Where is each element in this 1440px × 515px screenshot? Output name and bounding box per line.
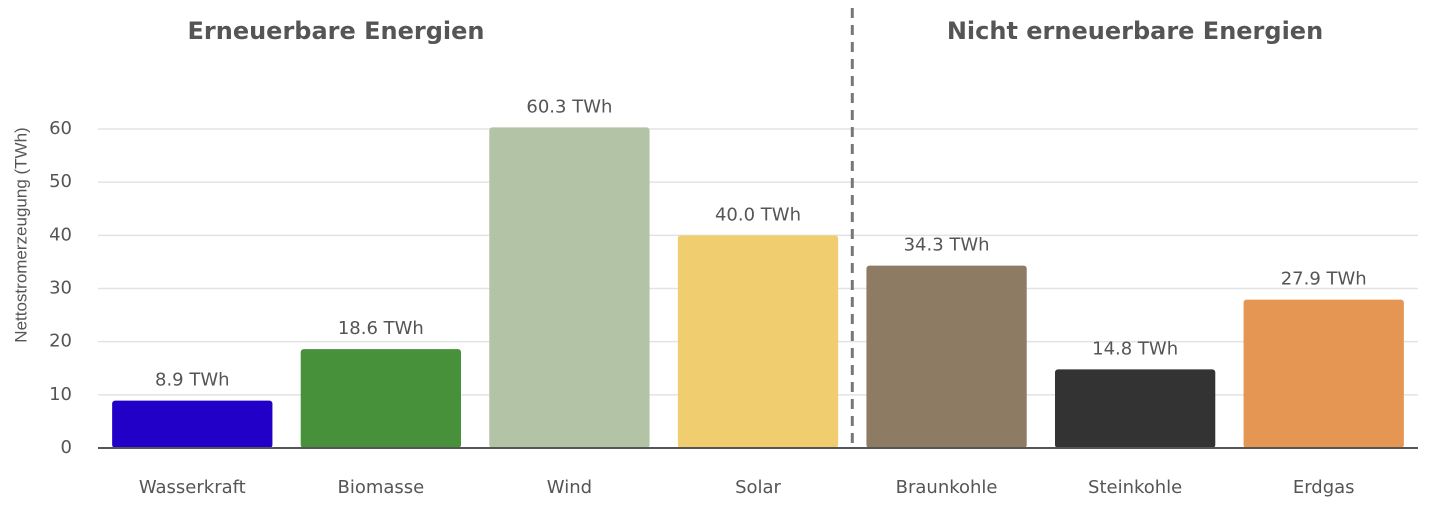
- x-tick-label: Erdgas: [1293, 477, 1355, 498]
- bar: [489, 127, 650, 448]
- bar: [1243, 299, 1404, 448]
- x-tick-label: Biomasse: [337, 477, 424, 498]
- x-tick-label: Braunkohle: [896, 477, 998, 498]
- value-label: 27.9 TWh: [1281, 269, 1367, 290]
- bar: [677, 235, 839, 448]
- bar: [112, 400, 273, 448]
- y-tick-label: 50: [49, 171, 72, 192]
- group-heading: Erneuerbare Energien: [188, 17, 485, 45]
- x-tick-label: Wind: [547, 477, 592, 498]
- value-label: 60.3 TWh: [526, 96, 612, 117]
- y-tick-label: 30: [49, 278, 72, 299]
- y-tick-label: 20: [49, 331, 72, 352]
- bar: [1055, 369, 1216, 448]
- x-tick-label: Solar: [735, 477, 781, 498]
- value-label: 14.8 TWh: [1092, 338, 1178, 359]
- x-tick-label: Wasserkraft: [139, 477, 246, 498]
- y-axis-title: Nettostromerzeugung (TWh): [11, 127, 30, 342]
- x-tick-label: Steinkohle: [1088, 477, 1182, 498]
- value-label: 18.6 TWh: [338, 318, 424, 339]
- y-tick-label: 10: [49, 384, 72, 405]
- y-tick-label: 60: [49, 118, 72, 139]
- y-tick-label: 40: [49, 224, 72, 245]
- value-label: 8.9 TWh: [155, 370, 230, 391]
- bar: [300, 349, 461, 448]
- bar: [866, 265, 1027, 448]
- y-tick-label: 0: [61, 437, 72, 458]
- value-label: 34.3 TWh: [904, 235, 990, 256]
- group-heading: Nicht erneuerbare Energien: [947, 17, 1323, 45]
- value-label: 40.0 TWh: [715, 204, 801, 225]
